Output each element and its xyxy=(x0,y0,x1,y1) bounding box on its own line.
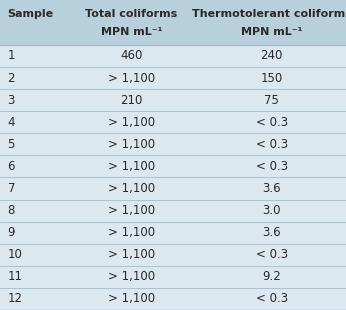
Bar xyxy=(0,133,346,155)
Text: 4: 4 xyxy=(8,116,15,129)
Text: 11: 11 xyxy=(8,270,22,283)
Text: MPN mL⁻¹: MPN mL⁻¹ xyxy=(241,27,302,38)
Text: > 1,100: > 1,100 xyxy=(108,116,155,129)
Text: 7: 7 xyxy=(8,182,15,195)
Bar xyxy=(0,177,346,200)
Text: 12: 12 xyxy=(8,292,22,305)
Text: > 1,100: > 1,100 xyxy=(108,204,155,217)
Text: > 1,100: > 1,100 xyxy=(108,248,155,261)
Text: 3.0: 3.0 xyxy=(262,204,281,217)
Bar xyxy=(0,266,346,288)
Text: Thermotolerant coliforms: Thermotolerant coliforms xyxy=(192,9,346,20)
Text: 240: 240 xyxy=(261,50,283,63)
Text: > 1,100: > 1,100 xyxy=(108,292,155,305)
Bar xyxy=(0,222,346,244)
Text: 5: 5 xyxy=(8,138,15,151)
Text: > 1,100: > 1,100 xyxy=(108,72,155,85)
Bar xyxy=(0,67,346,89)
Text: 460: 460 xyxy=(120,50,143,63)
Text: 75: 75 xyxy=(264,94,279,107)
Text: > 1,100: > 1,100 xyxy=(108,182,155,195)
Text: 6: 6 xyxy=(8,160,15,173)
Text: Sample: Sample xyxy=(8,9,54,20)
Bar xyxy=(0,244,346,266)
Text: 210: 210 xyxy=(120,94,143,107)
Text: > 1,100: > 1,100 xyxy=(108,160,155,173)
Bar xyxy=(0,45,346,67)
Text: 2: 2 xyxy=(8,72,15,85)
Text: 3.6: 3.6 xyxy=(262,182,281,195)
Text: > 1,100: > 1,100 xyxy=(108,270,155,283)
Text: > 1,100: > 1,100 xyxy=(108,138,155,151)
Text: < 0.3: < 0.3 xyxy=(256,292,288,305)
Text: 9: 9 xyxy=(8,226,15,239)
Text: 3.6: 3.6 xyxy=(262,226,281,239)
Bar xyxy=(0,155,346,177)
Text: 3: 3 xyxy=(8,94,15,107)
Text: < 0.3: < 0.3 xyxy=(256,116,288,129)
Text: Total coliforms: Total coliforms xyxy=(85,9,177,20)
Text: 10: 10 xyxy=(8,248,22,261)
Text: 9.2: 9.2 xyxy=(262,270,281,283)
Text: > 1,100: > 1,100 xyxy=(108,226,155,239)
Text: 1: 1 xyxy=(8,50,15,63)
Text: 150: 150 xyxy=(261,72,283,85)
Text: < 0.3: < 0.3 xyxy=(256,248,288,261)
Text: MPN mL⁻¹: MPN mL⁻¹ xyxy=(101,27,162,38)
Text: 8: 8 xyxy=(8,204,15,217)
Bar xyxy=(0,288,346,310)
Text: < 0.3: < 0.3 xyxy=(256,138,288,151)
Bar xyxy=(0,111,346,133)
Bar xyxy=(0,0,346,45)
Text: < 0.3: < 0.3 xyxy=(256,160,288,173)
Bar xyxy=(0,200,346,222)
Bar xyxy=(0,89,346,111)
